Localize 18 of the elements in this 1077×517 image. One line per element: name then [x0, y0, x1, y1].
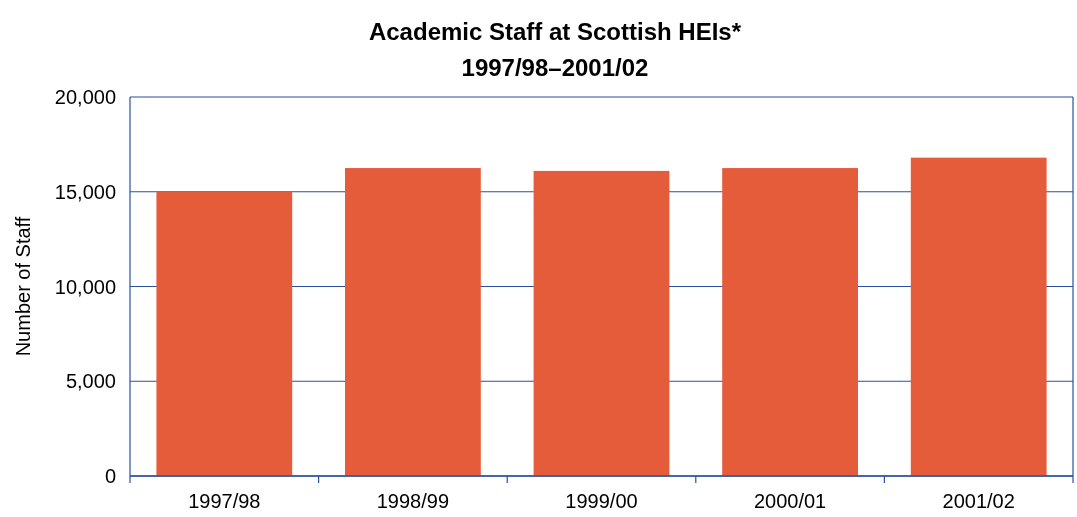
bar — [910, 157, 1047, 476]
chart-subtitle: 1997/98–2001/02 — [461, 54, 649, 81]
x-tick-label: 1999/00 — [565, 490, 638, 512]
y-tick-label: 10,000 — [54, 275, 116, 298]
bar — [345, 168, 481, 476]
y-axis-title: Number of Staff — [12, 216, 34, 357]
bar — [722, 168, 858, 476]
x-tick-label: 2001/02 — [942, 490, 1015, 512]
x-tick-label: 1997/98 — [188, 490, 261, 512]
y-tick-label: 0 — [104, 465, 116, 487]
y-tick-label: 15,000 — [54, 180, 116, 203]
y-tick-label: 20,000 — [54, 86, 116, 108]
chart-title: Academic Staff at Scottish HEIs* — [368, 18, 742, 45]
bar — [156, 191, 293, 476]
x-tick-label: 1998/99 — [376, 490, 450, 512]
x-tick-label: 2000/01 — [753, 490, 827, 512]
bar — [533, 170, 670, 476]
y-tick-label: 5,000 — [65, 370, 116, 393]
